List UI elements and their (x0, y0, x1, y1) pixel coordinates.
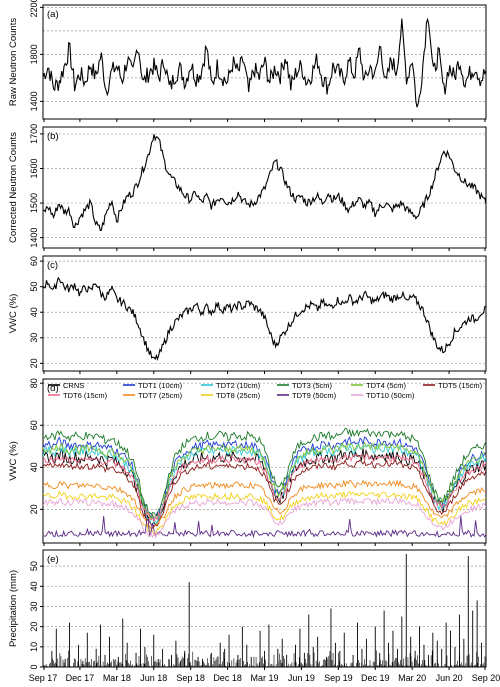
y-tick-label: 50 (29, 282, 39, 292)
y-tick-label: 1500 (29, 193, 39, 213)
y-tick-label: 10 (29, 642, 39, 652)
legend-label: TDT4 (5cm) (366, 381, 407, 390)
x-tick-label: Jun 19 (288, 673, 315, 683)
y-tick-label: 1800 (29, 44, 39, 64)
legend-label: TDT10 (50cm) (366, 391, 415, 400)
panel-label: (a) (47, 9, 59, 20)
y-tick-label: 2200 (29, 0, 39, 17)
series-line (43, 479, 486, 530)
panel-d: 20 40 60 80 VWC (%) (d) CRNS TDT1 (10cm) TDT2 (1… (8, 378, 487, 546)
y-tick-label: 1600 (29, 158, 39, 178)
x-tick-label: Jun 18 (140, 673, 167, 683)
y-tick-label: 40 (29, 307, 39, 317)
x-tick-label: Jun 20 (436, 673, 463, 683)
panel-label: (e) (47, 554, 59, 565)
legend-label: TDT8 (25cm) (216, 391, 261, 400)
y-tick-label: 1700 (29, 124, 39, 144)
series-line (43, 496, 486, 540)
series-line (43, 427, 486, 517)
panel-label: (c) (47, 260, 58, 271)
y-axis-label: Precipitation (mm) (8, 570, 19, 647)
panel-b: 1400 1500 1600 1700 Corrected Neutron Counts… (8, 124, 487, 251)
x-tick-label: Sep 19 (324, 673, 353, 683)
plot-frame (42, 255, 487, 372)
series-line (43, 134, 486, 232)
plot-area (43, 427, 486, 540)
series-line (43, 276, 486, 361)
y-tick-label: 50 (29, 561, 39, 571)
series-line (43, 515, 486, 539)
y-tick-label: 0 (29, 664, 39, 669)
panel-label: (b) (47, 131, 59, 142)
y-axis-label: Raw Neutron Counts (8, 18, 19, 106)
legend-label: TDT5 (15cm) (438, 381, 483, 390)
plot-area (43, 17, 486, 108)
x-tick-label: Sep 17 (29, 673, 58, 683)
x-tick-label: Dec 17 (66, 673, 95, 683)
y-tick-label: 40 (29, 462, 39, 472)
legend-label: TDT1 (10cm) (138, 381, 183, 390)
y-tick-label: 1400 (29, 228, 39, 248)
x-tick-label: Mar 18 (103, 673, 131, 683)
legend-label: TDT7 (25cm) (138, 391, 183, 400)
y-axis-label: VWC (%) (8, 294, 19, 334)
plot-area (43, 554, 486, 667)
x-tick-label: Dec 19 (361, 673, 390, 683)
y-tick-label: 30 (29, 333, 39, 343)
x-tick-label: Mar 20 (398, 673, 426, 683)
panel-a: 1400 1800 2200 Raw Neutron Counts (a) (8, 0, 487, 122)
panel-label: (d) (47, 383, 59, 394)
series-line (43, 441, 486, 521)
series-line (43, 490, 486, 536)
legend-label: CRNS (63, 381, 84, 390)
y-tick-label: 80 (29, 378, 39, 388)
panel-e: 0 10 20 30 40 50 Precipitation (mm) (e) (8, 549, 487, 670)
y-tick-label: 20 (29, 504, 39, 514)
legend-label: TDT9 (50cm) (292, 391, 337, 400)
x-tick-label: Mar 19 (250, 673, 278, 683)
y-axis-label: VWC (%) (8, 441, 19, 481)
y-tick-label: 30 (29, 601, 39, 611)
x-tick-label: Dec 18 (213, 673, 242, 683)
y-tick-label: 60 (29, 256, 39, 266)
y-tick-label: 60 (29, 420, 39, 430)
y-tick-label: 40 (29, 581, 39, 591)
panel-c: 20 30 40 50 60 VWC (%) (c) (8, 255, 487, 374)
series-line (43, 453, 486, 522)
y-tick-label: 1400 (29, 91, 39, 111)
series-line (43, 436, 486, 521)
x-axis-labels: Sep 17 Dec 17 Mar 18 Jun 18 Sep 18 Dec 18 Mar … (29, 673, 500, 683)
x-tick-label: Sep 20 (472, 673, 500, 683)
plot-area (43, 276, 486, 361)
y-tick-label: 20 (29, 358, 39, 368)
legend: CRNS TDT1 (10cm) TDT2 (10cm) TDT3 (5cm) TDT4… (48, 381, 483, 400)
x-tick-label: Sep 18 (176, 673, 205, 683)
plot-area (43, 134, 486, 232)
legend-label: TDT2 (10cm) (216, 381, 261, 390)
legend-label: TDT6 (15cm) (63, 391, 108, 400)
series-line (43, 17, 486, 108)
y-axis-label: Corrected Neutron Counts (8, 132, 19, 243)
series-line (43, 458, 486, 530)
legend-label: TDT3 (5cm) (292, 381, 333, 390)
y-tick-label: 20 (29, 622, 39, 632)
